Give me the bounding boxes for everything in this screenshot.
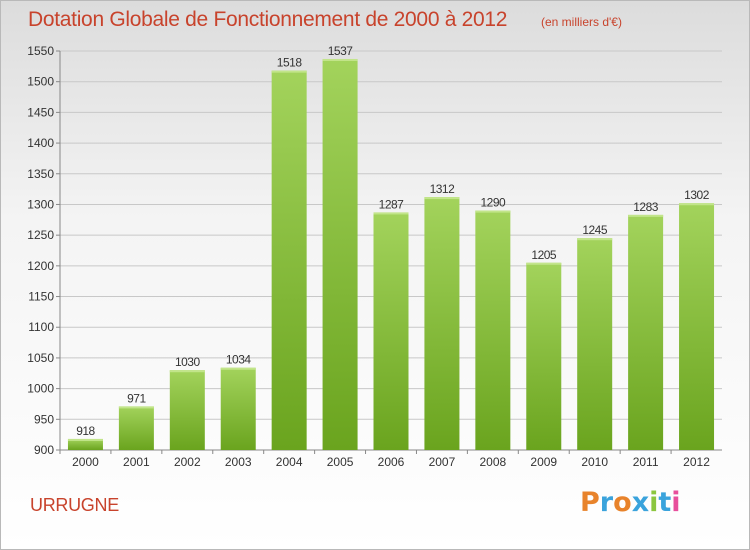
bar-value-label: 971 (127, 391, 146, 405)
y-tick-label: 1250 (27, 228, 54, 242)
chart-title: Dotation Globale de Fonctionnement de 20… (28, 8, 508, 31)
x-tick-label: 2002 (174, 455, 201, 469)
bar-top-highlight (118, 406, 154, 409)
x-tick-label: 2007 (429, 455, 456, 469)
bar-value-label: 1283 (633, 200, 659, 214)
y-tick-label: 1350 (27, 167, 54, 181)
bar-value-label: 1537 (328, 44, 354, 58)
bar-top-highlight (271, 70, 307, 73)
bar-value-label: 1287 (379, 197, 405, 211)
y-tick-label: 1300 (27, 197, 54, 211)
logo-letter: i (649, 487, 659, 518)
bar (577, 238, 613, 450)
x-tick-label: 2010 (581, 455, 608, 469)
bar-top-highlight (169, 370, 205, 373)
x-tick-label: 2012 (683, 455, 710, 469)
x-tick-label: 2004 (276, 455, 303, 469)
bar-top-highlight (67, 438, 103, 441)
bar-top-highlight (526, 262, 562, 265)
x-tick-label: 2009 (530, 455, 557, 469)
x-tick-label: 2006 (378, 455, 405, 469)
bar (628, 214, 664, 450)
chart-unit: (en milliers d'€) (541, 15, 622, 29)
y-tick-label: 950 (34, 412, 54, 426)
y-tick-label: 1200 (27, 259, 54, 273)
logo-letter: P (580, 487, 600, 518)
logo-letter: i (671, 487, 681, 518)
x-tick-label: 2005 (327, 455, 354, 469)
bar-top-highlight (322, 58, 358, 61)
y-tick-label: 1550 (27, 44, 54, 58)
bar-top-highlight (628, 214, 664, 217)
bar-top-highlight (220, 367, 256, 370)
commune-name: URRUGNE (30, 495, 119, 515)
bar (271, 70, 307, 451)
x-tick-label: 2001 (123, 455, 150, 469)
x-tick-label: 2008 (479, 455, 506, 469)
x-tick-label: 2000 (72, 455, 99, 469)
bar (67, 438, 103, 450)
y-tick-label: 1500 (27, 75, 54, 89)
logo-letter: t (658, 487, 672, 518)
bar-value-label: 1290 (480, 196, 506, 210)
logo-letter: o (613, 487, 632, 518)
bar-value-label: 1312 (430, 182, 456, 196)
bar-value-label: 918 (76, 424, 95, 438)
bar (169, 370, 205, 450)
y-tick-label: 1150 (28, 290, 54, 304)
y-tick-label: 1100 (28, 320, 54, 334)
bar-value-label: 1030 (175, 355, 201, 369)
bar-top-highlight (475, 210, 511, 213)
bar-top-highlight (373, 212, 409, 215)
bar (424, 197, 460, 450)
bar (322, 58, 358, 450)
bars (67, 58, 715, 451)
bar (679, 203, 715, 450)
y-tick-label: 900 (34, 443, 54, 457)
bar-top-highlight (577, 238, 613, 241)
bar-top-highlight (679, 203, 715, 206)
y-tick-label: 1450 (27, 105, 54, 119)
bar (475, 210, 511, 450)
bar (373, 212, 409, 450)
bar-value-label: 1205 (531, 248, 557, 262)
bar (118, 406, 154, 450)
x-tick-label: 2003 (225, 455, 252, 469)
bar-top-highlight (424, 197, 460, 200)
logo-letter: x (631, 487, 650, 518)
y-tick-label: 1050 (27, 351, 54, 365)
bar-value-label: 1034 (226, 353, 252, 367)
bar-value-label: 1245 (582, 223, 608, 237)
bar-value-label: 1302 (684, 188, 710, 202)
proxiti-logo: Proxiti (580, 487, 681, 518)
bar-value-label: 1518 (277, 56, 303, 70)
bar (220, 367, 256, 450)
y-tick-label: 1400 (27, 136, 54, 150)
x-tick-label: 2011 (633, 455, 659, 469)
y-tick-label: 1000 (27, 382, 54, 396)
logo-letter: r (599, 487, 614, 518)
bar (526, 262, 562, 450)
labels: 900 950 1000 1050 1100 1150 1200 1250 1300 1350 14… (27, 44, 710, 469)
